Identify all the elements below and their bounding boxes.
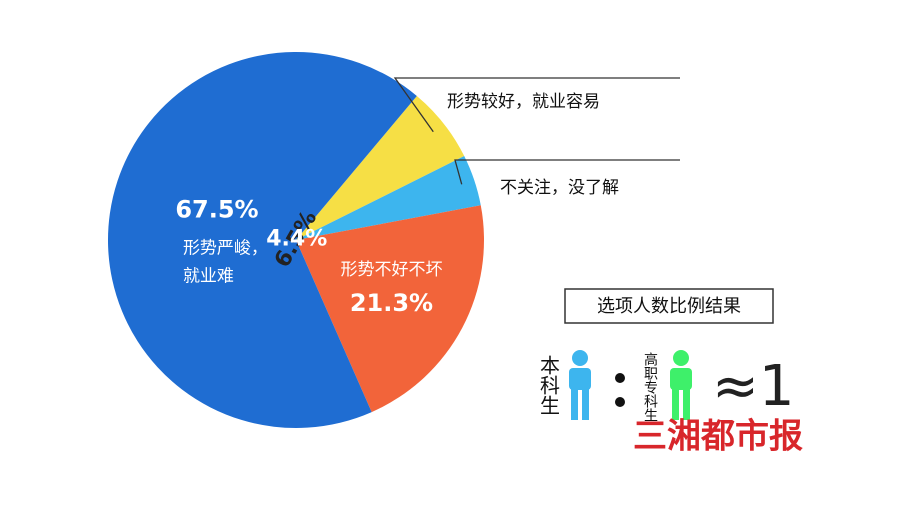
person-icon [569, 350, 591, 420]
category-label: 形势较好，就业容易 [447, 92, 600, 112]
pie: 6.5%形势较好，就业容易4.4%不关注，没了解形势不好不坏21.3%67.5%… [108, 51, 680, 428]
pie-slice [296, 156, 481, 240]
pie-slice [108, 51, 417, 428]
person-icon [670, 350, 692, 420]
category-label: 形势不好不坏 [340, 260, 442, 280]
colon-dot [615, 397, 625, 407]
value-label: 21.3% [350, 289, 433, 317]
ratio-value: ≈1 [712, 354, 795, 419]
pie-slice [296, 95, 465, 240]
left-label: 本科生 [537, 355, 561, 415]
ratio-title: 选项人数比例结果 [597, 296, 741, 317]
value-label: 67.5% [175, 196, 258, 224]
colon-dot [615, 373, 625, 383]
ratio-box [564, 288, 774, 324]
value-label: 4.4% [266, 227, 327, 252]
leader-line [393, 77, 680, 133]
leader-line [454, 159, 680, 185]
pie-slice [296, 205, 484, 413]
right-label: 高职专科生 [642, 351, 658, 422]
category-label: 形势严峻，就业难 [183, 239, 268, 287]
category-label: 不关注，没了解 [500, 178, 619, 198]
source: 三湘都市报 [633, 417, 803, 457]
